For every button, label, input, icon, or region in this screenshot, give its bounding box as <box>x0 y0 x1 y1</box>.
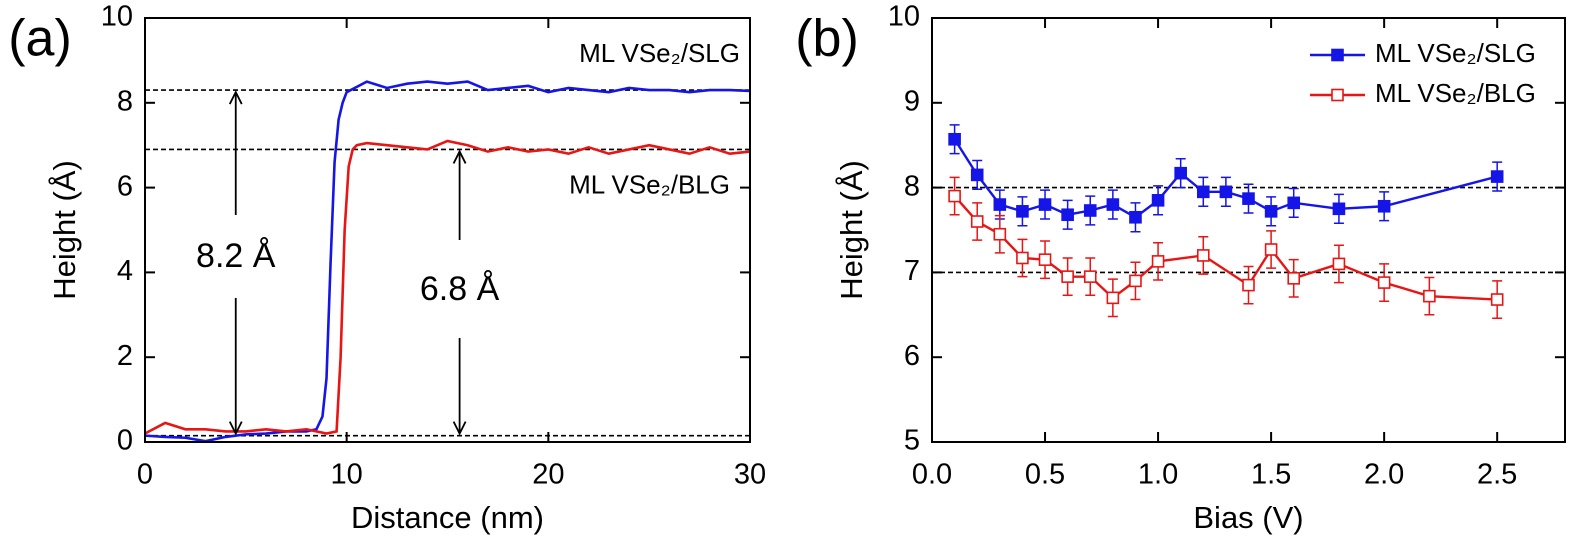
marker <box>970 168 984 182</box>
arrow-head <box>228 90 243 105</box>
panel-label: (a) <box>8 10 72 68</box>
y-tick-label: 8 <box>117 85 133 117</box>
marker <box>1242 278 1255 292</box>
marker <box>1490 170 1504 183</box>
y-tick-label: 7 <box>904 255 920 287</box>
marker <box>1016 205 1029 218</box>
marker <box>948 132 961 146</box>
y-tick-label: 2 <box>117 340 133 372</box>
series-line <box>953 195 1498 301</box>
marker <box>948 189 961 203</box>
y-axis-title: Height (Å) <box>47 160 82 300</box>
marker <box>1061 208 1074 222</box>
legend-marker <box>1331 88 1344 102</box>
marker <box>1264 243 1278 256</box>
marker <box>1377 276 1391 289</box>
marker <box>993 227 1007 241</box>
x-axis-title: Distance (nm) <box>351 500 544 535</box>
x-axis-title: Bias (V) <box>1193 500 1303 535</box>
series-line <box>144 80 751 443</box>
marker <box>1490 293 1504 306</box>
x-tick-label: 30 <box>734 459 766 491</box>
x-tick-label: 2.5 <box>1477 459 1517 491</box>
marker <box>1151 194 1165 207</box>
marker <box>1332 202 1346 216</box>
marker <box>1287 196 1301 210</box>
marker <box>993 198 1007 211</box>
arrow-head <box>228 421 243 436</box>
marker <box>1196 185 1210 199</box>
y-tick-label: 6 <box>904 340 920 372</box>
annotation: 8.2 Å <box>196 237 276 275</box>
y-tick-label: 6 <box>117 170 133 202</box>
y-tick-label: 5 <box>904 425 920 457</box>
x-tick-label: 0.5 <box>1025 459 1065 491</box>
marker <box>1174 166 1187 180</box>
marker <box>1377 199 1391 213</box>
plot-frame <box>931 17 1566 443</box>
annotation: ML VSe₂/SLG <box>579 38 740 68</box>
marker <box>1038 198 1052 211</box>
marker <box>970 215 984 228</box>
x-tick-label: 10 <box>331 459 363 491</box>
series-line <box>144 139 751 435</box>
annotation: 6.8 Å <box>420 270 500 308</box>
marker <box>1129 210 1142 224</box>
marker <box>1332 257 1346 271</box>
x-tick-label: 2.0 <box>1364 459 1404 491</box>
panel-label: (b) <box>795 10 859 68</box>
marker <box>1219 185 1233 199</box>
marker <box>1423 289 1436 303</box>
annotation: ML VSe₂/BLG <box>569 169 730 199</box>
y-tick-label: 8 <box>904 170 920 202</box>
arrow-head <box>452 421 467 436</box>
y-tick-label: 10 <box>101 1 133 33</box>
marker <box>1106 291 1120 305</box>
y-tick-label: 4 <box>117 255 133 287</box>
marker <box>1196 249 1210 262</box>
y-tick-label: 9 <box>904 85 920 117</box>
marker <box>1083 270 1097 283</box>
x-tick-label: 0.0 <box>912 459 952 491</box>
plot-frame <box>144 17 751 443</box>
x-tick-label: 20 <box>532 459 564 491</box>
marker <box>1264 205 1278 218</box>
legend-label: ML VSe₂/SLG <box>1375 38 1536 68</box>
marker <box>1061 270 1074 283</box>
x-tick-label: 1.5 <box>1251 459 1291 491</box>
marker <box>1016 251 1029 265</box>
marker <box>1106 198 1120 211</box>
marker <box>1038 253 1052 266</box>
marker <box>1083 204 1097 217</box>
y-tick-label: 0 <box>117 425 133 457</box>
x-tick-label: 0 <box>137 459 153 491</box>
y-tick-label: 10 <box>888 1 920 33</box>
legend-label: ML VSe₂/BLG <box>1375 78 1536 108</box>
marker <box>1242 192 1255 205</box>
arrow-head <box>452 149 467 164</box>
legend-marker <box>1331 48 1344 62</box>
marker <box>1287 272 1301 285</box>
marker <box>1129 274 1142 288</box>
marker <box>1151 255 1165 268</box>
y-axis-title: Height (Å) <box>834 160 869 300</box>
x-tick-label: 1.0 <box>1138 459 1178 491</box>
